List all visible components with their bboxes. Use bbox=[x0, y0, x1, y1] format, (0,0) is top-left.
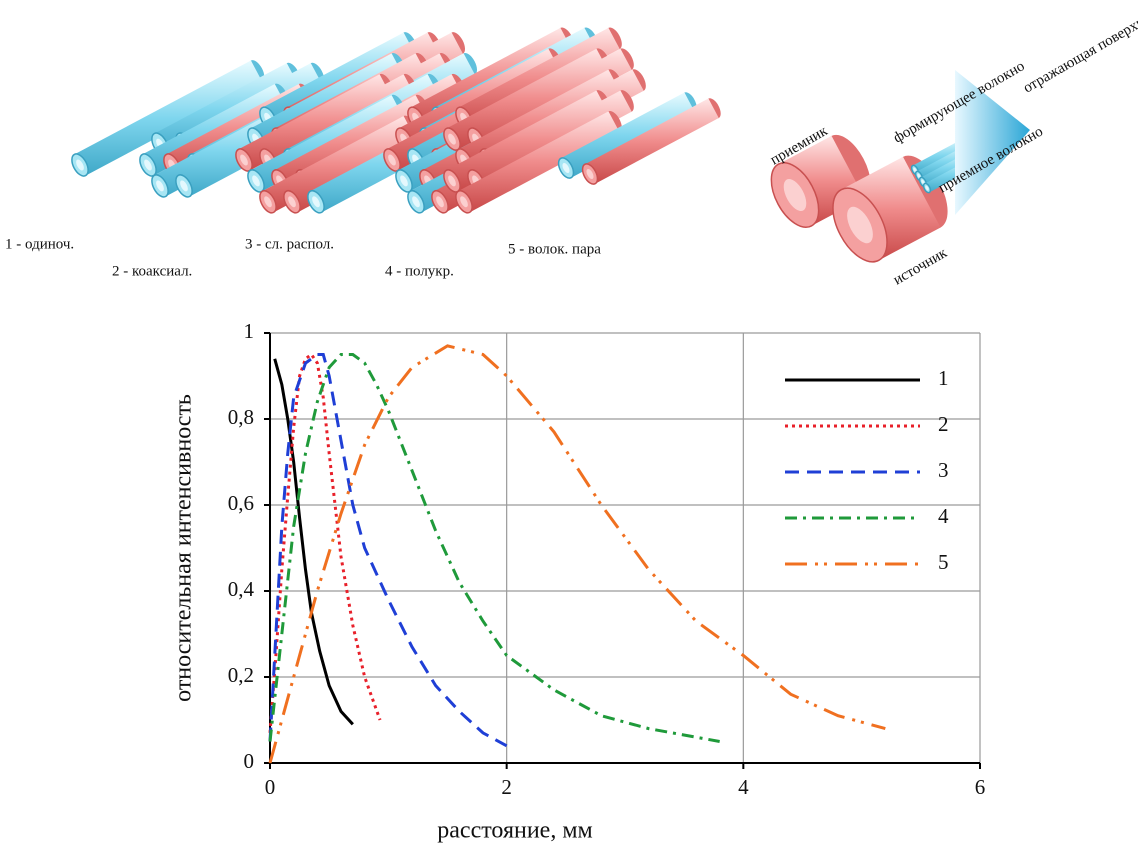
diagram-label: отражающая поверхность bbox=[1021, 0, 1138, 96]
cylinder-core bbox=[388, 154, 396, 166]
cylinder-core bbox=[240, 154, 248, 166]
series-line bbox=[268, 353, 720, 743]
cylinder-core bbox=[925, 185, 929, 191]
cylinder-core bbox=[913, 167, 917, 173]
reflecting-surface bbox=[955, 70, 1030, 215]
cylinder-core bbox=[156, 180, 164, 192]
cylinder-core bbox=[847, 206, 873, 244]
cylinder-body bbox=[458, 111, 620, 213]
legend-label: 2 bbox=[938, 412, 949, 436]
legend-label: 4 bbox=[938, 504, 949, 528]
legend-label: 5 bbox=[938, 550, 949, 574]
diagram-label: 1 - одиноч. bbox=[5, 236, 74, 252]
cylinder bbox=[832, 155, 948, 263]
x-tick-label: 4 bbox=[738, 775, 749, 799]
x-axis-title: расстояние, мм bbox=[437, 818, 592, 844]
y-axis-title: относительная интенсивность bbox=[171, 394, 197, 702]
cylinder-body bbox=[584, 98, 719, 184]
series-line bbox=[268, 353, 508, 748]
series-line bbox=[268, 352, 382, 734]
cylinder-core bbox=[180, 180, 188, 192]
x-tick-label: 0 bbox=[265, 775, 276, 799]
cylinder-core bbox=[448, 175, 456, 187]
diagram-label: 3 - сл. распол. bbox=[245, 236, 334, 252]
diagram-label: 5 - волок. пара bbox=[508, 241, 601, 257]
cylinder-core bbox=[400, 175, 408, 187]
y-tick-label: 0 bbox=[244, 749, 255, 773]
y-tick-label: 1 bbox=[244, 319, 255, 343]
y-tick-label: 0,8 bbox=[228, 405, 254, 429]
diagram-label: 2 - коаксиал. bbox=[112, 263, 192, 279]
cylinder-core bbox=[448, 133, 456, 145]
series-line bbox=[268, 344, 886, 764]
cylinder bbox=[71, 60, 265, 177]
cylinder-core bbox=[917, 173, 921, 179]
diagram-label: источник bbox=[891, 245, 951, 289]
cylinder-core bbox=[460, 196, 468, 208]
cylinder-core bbox=[921, 179, 925, 185]
cylinder bbox=[455, 110, 622, 214]
cylinder-core bbox=[252, 175, 260, 187]
cylinder-core bbox=[288, 196, 296, 208]
cylinder-body bbox=[74, 60, 263, 176]
cylinder-core bbox=[783, 179, 807, 211]
cylinder-core bbox=[412, 196, 420, 208]
cylinder-body bbox=[560, 92, 695, 178]
cylinder-core bbox=[312, 196, 320, 208]
diagram-shapes bbox=[71, 27, 984, 263]
y-tick-label: 0,2 bbox=[228, 663, 254, 687]
series-line bbox=[273, 358, 354, 726]
cylinder-core bbox=[144, 159, 152, 171]
x-tick-label: 6 bbox=[975, 775, 986, 799]
legend-label: 3 bbox=[938, 458, 949, 482]
diagram-label: 4 - полукр. bbox=[385, 263, 454, 279]
cylinder bbox=[581, 98, 721, 185]
y-tick-label: 0,6 bbox=[228, 491, 254, 515]
x-tick-label: 2 bbox=[501, 775, 512, 799]
y-tick-label: 0,4 bbox=[228, 577, 255, 601]
cylinder-core bbox=[562, 162, 570, 174]
cylinder-core bbox=[76, 159, 84, 171]
cylinder-core bbox=[436, 196, 444, 208]
cylinder-core bbox=[264, 196, 272, 208]
legend-label: 1 bbox=[938, 366, 949, 390]
cylinder-core bbox=[586, 168, 594, 180]
